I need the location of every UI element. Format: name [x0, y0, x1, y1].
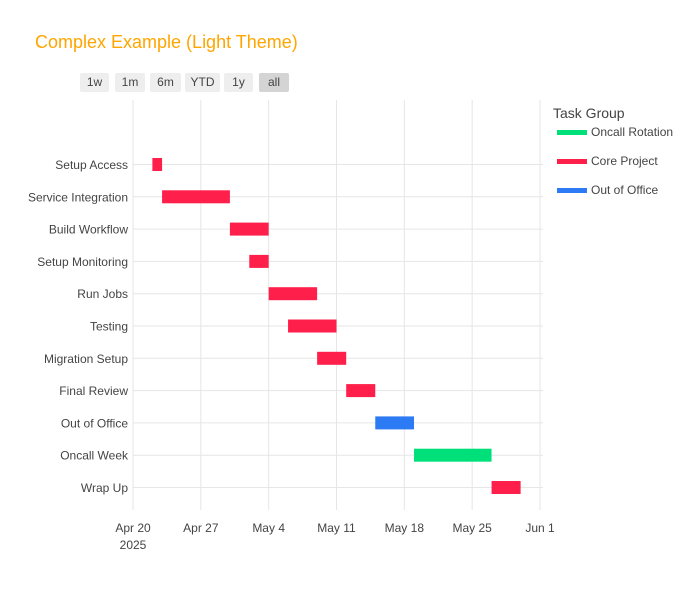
- y-tick-label-migration-setup: Migration Setup: [44, 352, 128, 366]
- y-tick-label-setup-access: Setup Access: [55, 158, 128, 172]
- bar-wrap-up[interactable]: [491, 481, 521, 494]
- x-tick-label-may-18: May 18: [385, 521, 425, 535]
- bar-run-jobs[interactable]: [268, 287, 318, 301]
- task-bars: [152, 158, 521, 494]
- bar-out-of-office[interactable]: [375, 416, 415, 430]
- bar-build-workflow[interactable]: [229, 222, 269, 236]
- range-button-1m[interactable]: 1m: [115, 73, 145, 92]
- legend-item-core-project[interactable]: Core Project: [553, 153, 658, 182]
- range-button-all[interactable]: all: [259, 73, 289, 92]
- legend: Task Group Oncall Rotation Core Project Ou…: [553, 104, 673, 211]
- bar-setup-monitoring[interactable]: [249, 254, 269, 268]
- y-tick-label-oncall-week: Oncall Week: [60, 449, 129, 463]
- legend-swatch: [557, 159, 587, 164]
- x-tick-label-may-4: May 4: [252, 521, 285, 535]
- y-tick-label-out-of-office: Out of Office: [61, 416, 128, 430]
- y-tick-label-wrap-up: Wrap Up: [81, 481, 128, 495]
- bar-service-integration[interactable]: [162, 190, 230, 204]
- range-button-1w[interactable]: 1w: [80, 73, 109, 92]
- y-tick-label-final-review: Final Review: [59, 384, 128, 398]
- bar-setup-access[interactable]: [152, 158, 163, 171]
- x-tick-sublabel: 2025: [120, 538, 147, 552]
- y-tick-label-testing: Testing: [90, 320, 128, 334]
- bar-final-review[interactable]: [346, 384, 376, 398]
- x-gridlines: [132, 100, 541, 510]
- bar-testing[interactable]: [288, 319, 337, 333]
- y-tick-label-setup-monitoring: Setup Monitoring: [37, 255, 128, 269]
- legend-label: Oncall Rotation: [591, 125, 674, 139]
- y-axis-tick-labels: Setup Access Service Integration Build Wor…: [28, 158, 129, 495]
- y-tick-label-build-workflow: Build Workflow: [49, 223, 128, 237]
- x-axis-tick-labels: Apr 20 2025 Apr 27 May 4 May 11 May 18 May 25 J…: [115, 521, 555, 552]
- legend-title: Task Group: [553, 105, 625, 121]
- x-tick-label-may-11: May 11: [317, 521, 356, 535]
- legend-label: Core Project: [591, 154, 658, 168]
- x-tick-label-apr-27: Apr 27: [183, 521, 219, 535]
- range-button-1y[interactable]: 1y: [224, 73, 253, 92]
- legend-swatch: [557, 130, 587, 135]
- range-button-ytd[interactable]: YTD: [185, 73, 220, 92]
- x-tick-label-apr-20: Apr 20: [115, 521, 151, 535]
- x-tick-label-jun-1: Jun 1: [525, 521, 555, 535]
- chart-title: Complex Example (Light Theme): [35, 32, 298, 52]
- y-gridlines: [133, 164, 543, 488]
- y-tick-label-service-integration: Service Integration: [28, 190, 128, 204]
- legend-item-out-of-office[interactable]: Out of Office: [553, 182, 658, 211]
- legend-swatch: [557, 188, 587, 193]
- legend-item-oncall-rotation[interactable]: Oncall Rotation: [553, 124, 673, 153]
- x-tick-label-may-25: May 25: [452, 521, 492, 535]
- bar-migration-setup[interactable]: [317, 351, 347, 365]
- range-button-6m[interactable]: 6m: [150, 73, 181, 92]
- bar-oncall-week[interactable]: [414, 448, 492, 462]
- y-tick-label-run-jobs: Run Jobs: [77, 287, 128, 301]
- legend-label: Out of Office: [591, 183, 659, 197]
